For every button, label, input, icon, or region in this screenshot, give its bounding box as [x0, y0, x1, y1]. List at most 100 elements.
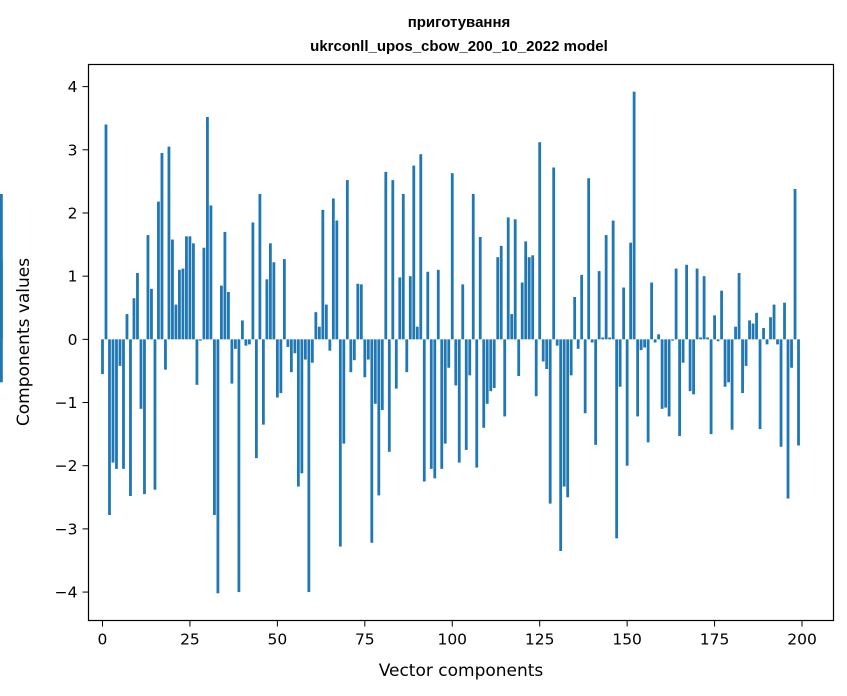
bar-22 — [178, 269, 181, 340]
bar-56 — [296, 339, 300, 487]
bar-19 — [167, 146, 171, 340]
bar-51 — [279, 339, 283, 394]
bar-3 — [111, 339, 115, 463]
bar-0 — [101, 339, 104, 375]
bar-75 — [363, 339, 367, 378]
bar-157 — [650, 282, 654, 340]
bar-114 — [499, 245, 503, 340]
bar-121 — [524, 241, 528, 340]
bar-136 — [576, 339, 580, 349]
bar-137 — [580, 274, 584, 340]
bar-55 — [293, 339, 297, 354]
bar-36 — [227, 291, 230, 340]
bar-27 — [195, 339, 199, 385]
bar-142 — [597, 271, 601, 340]
x-tick-label: 125 — [525, 631, 555, 649]
bar-164 — [674, 268, 678, 340]
bars-group — [0, 91, 800, 594]
bar-44 — [254, 339, 258, 459]
bar-74 — [359, 284, 363, 340]
bar-117 — [510, 314, 514, 340]
bar-177 — [720, 290, 723, 340]
bar-15 — [153, 339, 157, 490]
bar-49 — [272, 262, 276, 340]
bar-129 — [552, 167, 556, 340]
bar-21 — [174, 304, 178, 340]
bar-167 — [685, 264, 688, 340]
bar-11 — [139, 339, 143, 409]
bar-145 — [608, 337, 612, 340]
bar-197 — [790, 339, 793, 368]
y-tick-label: 3 — [68, 141, 78, 159]
bar-107 — [475, 339, 479, 468]
bar-133 — [566, 339, 570, 498]
bar-89 — [412, 165, 416, 340]
bar-166 — [681, 339, 685, 363]
bar-141 — [594, 339, 598, 445]
bar-115 — [503, 339, 507, 417]
bar-171 — [699, 337, 702, 340]
bar-143 — [601, 337, 605, 340]
bar-108 — [478, 236, 482, 340]
bar-14 — [150, 288, 153, 340]
bar-131 — [559, 339, 563, 551]
bar-32 — [213, 339, 216, 515]
bar-24 — [185, 236, 188, 340]
bar-20 — [171, 239, 174, 340]
bar-194 — [779, 339, 783, 447]
bar-155 — [643, 339, 647, 348]
bar-85 — [398, 277, 402, 340]
bar-173 — [706, 337, 709, 340]
bar-174 — [709, 339, 713, 435]
bar-78 — [373, 339, 377, 404]
bar-158 — [653, 339, 657, 343]
bar-66 — [331, 198, 335, 340]
bar-25 — [188, 236, 192, 340]
bar-37 — [230, 339, 234, 384]
bar-120 — [520, 282, 524, 340]
bar-64 — [324, 304, 328, 340]
bar-23 — [181, 268, 185, 340]
bar-150 — [625, 339, 629, 466]
bar-125 — [538, 142, 542, 340]
y-tick-label: −3 — [55, 520, 78, 538]
bar-59 — [307, 339, 311, 593]
y-tick-label: 1 — [68, 268, 78, 286]
bar-148 — [618, 339, 622, 387]
bar-undefined — [0, 339, 3, 383]
bar-82 — [387, 339, 391, 452]
y-tick-label: −2 — [55, 457, 78, 475]
bar-81 — [384, 171, 388, 340]
bar-152 — [632, 91, 636, 340]
bar-138 — [583, 339, 587, 414]
bar-62 — [317, 326, 321, 340]
bar-186 — [751, 323, 755, 340]
bar-118 — [513, 219, 517, 340]
bar-41 — [244, 339, 248, 346]
bar-92 — [422, 339, 426, 482]
bar-196 — [786, 339, 790, 499]
bar-50 — [275, 339, 279, 398]
bar-119 — [517, 339, 521, 376]
bar-57 — [300, 339, 304, 474]
bar-147 — [615, 339, 619, 539]
bar-96 — [436, 269, 440, 340]
bar-60 — [310, 339, 314, 363]
bar-4 — [115, 339, 118, 469]
bar-45 — [258, 194, 262, 340]
bar-168 — [688, 339, 692, 392]
bar-88 — [408, 276, 412, 340]
x-tick-label: 200 — [787, 631, 817, 649]
bar-180 — [730, 339, 734, 430]
bar-1 — [104, 124, 108, 340]
x-tick-label: 175 — [700, 631, 730, 649]
bar-183 — [741, 339, 744, 394]
bar-48 — [268, 243, 272, 340]
bar-93 — [426, 271, 430, 340]
bar-110 — [485, 339, 489, 404]
bar-156 — [646, 339, 650, 443]
bar-123 — [531, 255, 535, 340]
y-axis-label: Components values — [14, 258, 34, 426]
bar-63 — [321, 209, 325, 340]
